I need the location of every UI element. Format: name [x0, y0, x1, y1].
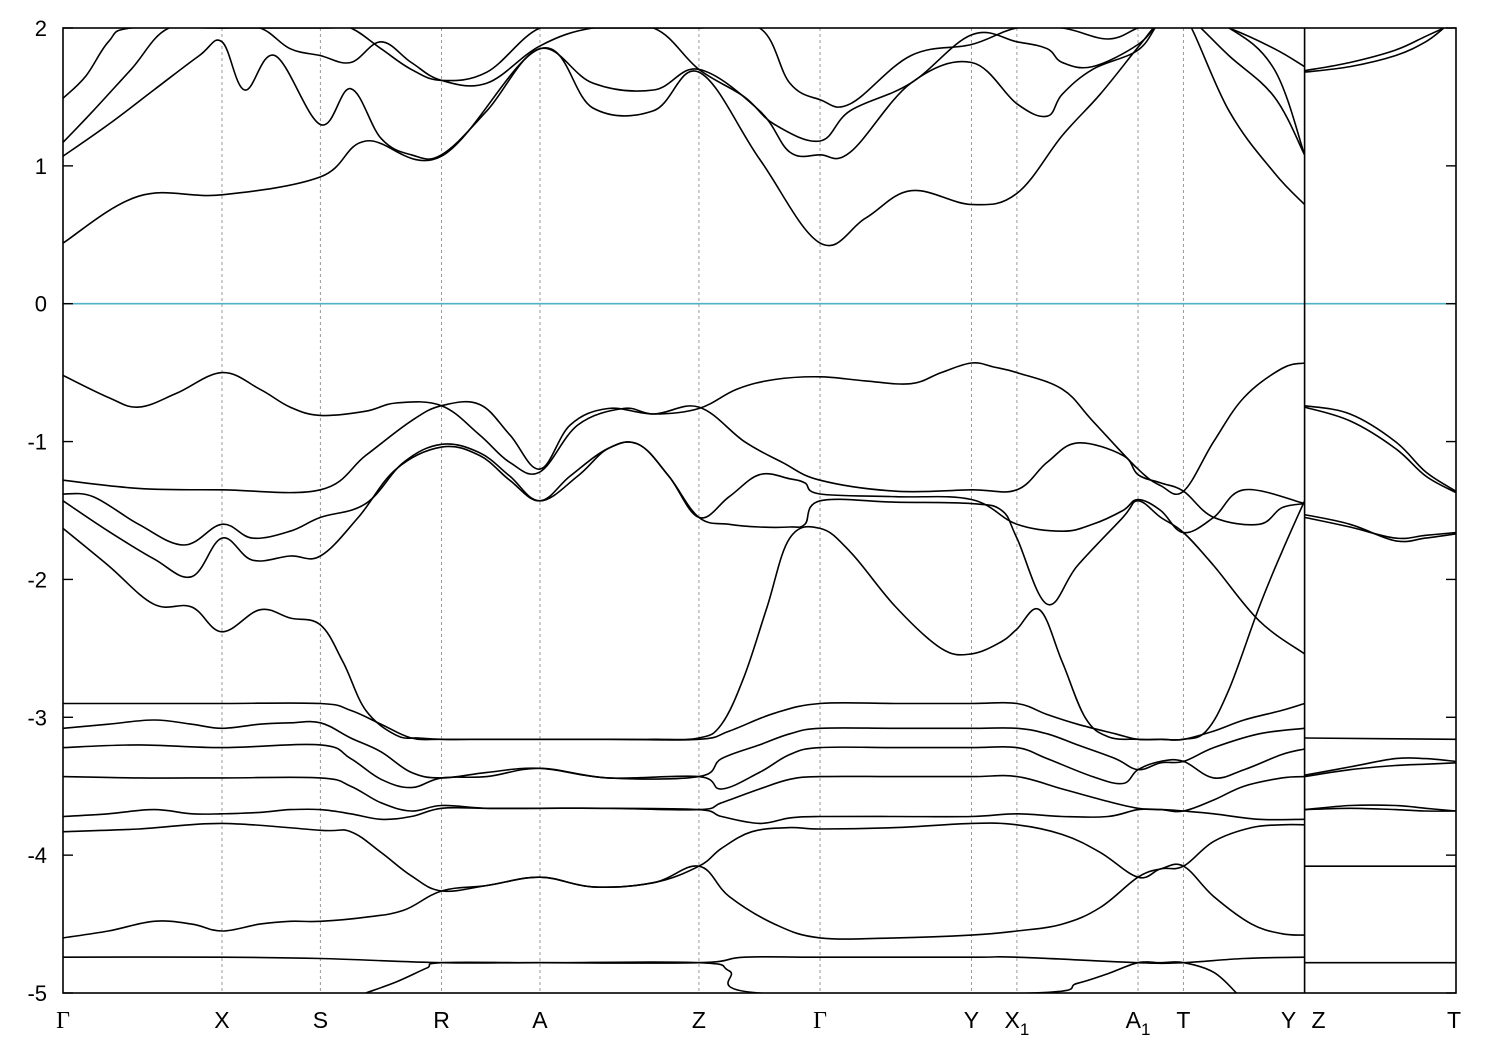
k-point-label: Z [1312, 1007, 1326, 1033]
band-line-9 [63, 806, 1305, 825]
band-line-1 [63, 400, 1305, 526]
band-line-24 [1304, 757, 1456, 776]
band-line-8 [63, 774, 1305, 813]
band-lines [63, 28, 1456, 993]
band-line-13 [365, 961, 1238, 993]
k-point-label: R [433, 1007, 450, 1033]
band-line-29 [1304, 28, 1445, 73]
band-line-0 [63, 362, 1305, 496]
band-line-21 [1304, 516, 1456, 540]
y-tick-label: -1 [27, 430, 47, 455]
k-point-label: Γ [56, 1008, 70, 1034]
y-tick-label: -5 [27, 981, 47, 1006]
band-line-17 [63, 28, 1306, 108]
k-point-label: Γ [813, 1008, 827, 1034]
band-line-23 [1304, 762, 1456, 778]
band-line-6 [63, 719, 1305, 780]
plot-frame [62, 27, 1457, 994]
k-point-label: T [1176, 1007, 1190, 1033]
y-tick-label: 2 [35, 16, 47, 41]
k-point-label: A [532, 1007, 548, 1033]
y-tick-label: -3 [27, 705, 47, 730]
k-point-labels: Γ X S R A Z Γ Y X1 A1 T Y Z T [56, 1007, 1461, 1039]
band-line-22 [1304, 737, 1456, 741]
band-line-18 [1304, 404, 1456, 492]
y-tick-label: 1 [35, 154, 47, 179]
k-point-label: Y [1281, 1007, 1296, 1033]
band-line-25 [1304, 804, 1456, 812]
k-point-label: A1 [1126, 1007, 1151, 1039]
band-line-19 [1304, 406, 1456, 494]
y-axis-ticks: 2 1 0 -1 -2 -3 -4 -5 [27, 16, 1456, 1006]
band-line-10 [63, 822, 1305, 893]
band-line-2 [63, 441, 1305, 546]
band-line-16 [63, 28, 1306, 156]
band-line-20 [1304, 513, 1456, 543]
k-point-label: Y [964, 1007, 979, 1033]
k-point-label: T [1447, 1007, 1461, 1033]
band-line-7 [63, 743, 1305, 790]
band-line-30 [1304, 28, 1445, 72]
k-point-label: Z [692, 1007, 706, 1033]
y-tick-label: -4 [27, 843, 47, 868]
k-point-label: X1 [1004, 1007, 1029, 1039]
band-line-26 [1304, 807, 1456, 812]
band-line-11 [63, 863, 1305, 940]
band-line-5 [63, 701, 1305, 741]
vertical-grid [221, 28, 1306, 993]
y-tick-label: 0 [35, 292, 47, 317]
band-line-14 [63, 28, 1306, 247]
y-tick-label: -2 [27, 567, 47, 592]
plot-border [62, 27, 1457, 994]
k-point-label: X [214, 1007, 229, 1033]
band-line-15 [63, 28, 1306, 160]
band-line-3 [63, 441, 1306, 655]
k-point-label: S [313, 1007, 328, 1033]
